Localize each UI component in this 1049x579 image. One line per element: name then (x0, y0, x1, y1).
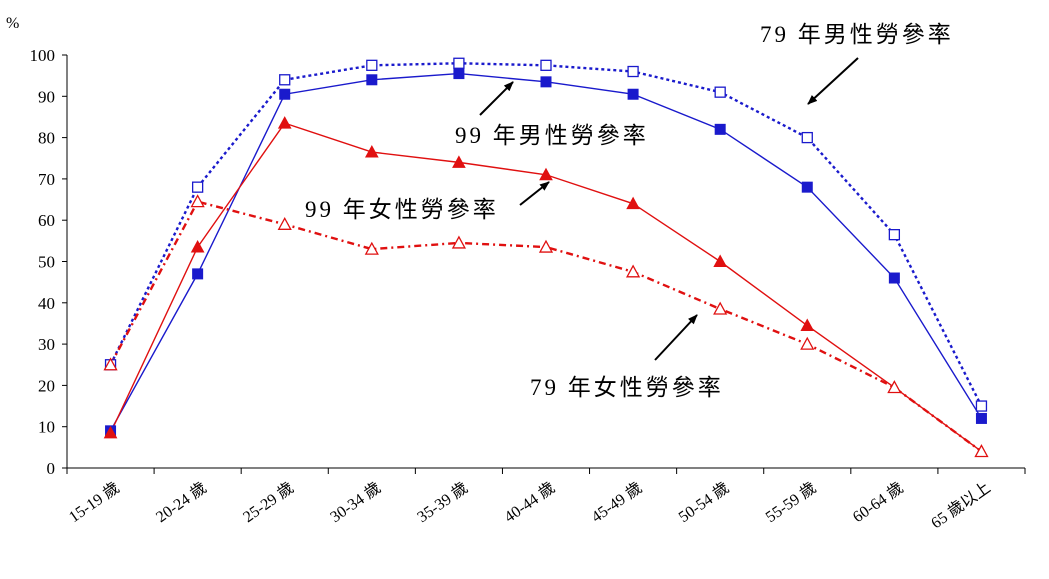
x-tick-label: 25-29 歲 (240, 479, 297, 527)
data-point (888, 229, 901, 241)
data-point (191, 181, 204, 193)
data-point (540, 59, 552, 71)
data-point (974, 444, 989, 458)
data-point (452, 155, 466, 168)
y-tick-label: 100 (30, 46, 56, 65)
x-tick-label: 35-39 歲 (414, 479, 471, 527)
data-point (714, 123, 726, 135)
x-tick-label: 55-59 歲 (762, 479, 819, 527)
y-tick-label: 90 (38, 87, 55, 106)
x-tick-labels: 15-19 歲 20-24 歲 25-29 歲 30-34 歲 35-39 歲 40-44… (66, 479, 994, 533)
y-tick-label: 10 (38, 418, 55, 437)
data-point (538, 239, 554, 253)
data-point (277, 216, 292, 230)
x-tick-label: 30-34 歲 (327, 479, 384, 527)
data-point (366, 59, 378, 71)
series-annotation-1: 99 年男性勞參率 (455, 123, 649, 148)
data-point (713, 301, 728, 315)
y-tick-label: 20 (38, 376, 55, 395)
data-point (453, 57, 465, 69)
y-unit-label: % (6, 15, 19, 32)
data-point (539, 167, 553, 181)
y-tick-label: 50 (38, 253, 55, 272)
data-point (713, 254, 728, 267)
data-point (801, 131, 813, 144)
data-point (975, 400, 988, 412)
annotation-arrow (654, 314, 698, 361)
data-point (800, 318, 815, 332)
data-point (451, 235, 467, 249)
series-annotation-3: 79 年女性勞參率 (530, 375, 724, 400)
series-line-3 (109, 200, 983, 453)
data-point (626, 196, 640, 210)
y-tick-label: 0 (47, 459, 56, 478)
annotation-arrow (519, 181, 550, 206)
data-point (277, 116, 292, 129)
y-tick-label: 30 (38, 335, 55, 354)
series-annotation-0: 79 年男性勞參率 (760, 22, 954, 47)
data-point (540, 76, 552, 88)
data-point (975, 412, 987, 424)
data-point (627, 88, 639, 100)
data-point (190, 240, 205, 253)
data-point (627, 65, 639, 78)
y-tick-labels: 0 10 20 30 40 50 60 70 80 90 100 (30, 46, 56, 478)
y-tick-label: 40 (38, 294, 55, 313)
x-tick-label: 60-64 歲 (849, 479, 906, 527)
x-tick-label: 20-24 歲 (153, 479, 210, 527)
y-tick-label: 60 (38, 211, 55, 230)
data-point (453, 68, 465, 80)
data-point (103, 425, 118, 439)
y-tick-label: 70 (38, 170, 55, 189)
series-annotation-2: 99 年女性勞參率 (305, 197, 499, 222)
data-point (625, 264, 641, 278)
data-point (364, 145, 379, 158)
series-line-0 (109, 62, 983, 407)
annotation-arrow (479, 81, 514, 116)
data-point (279, 74, 291, 86)
x-tick-label: 45-49 歲 (588, 479, 645, 527)
data-point (801, 181, 813, 193)
data-point (888, 272, 900, 284)
data-point (364, 241, 379, 255)
axes (62, 54, 1026, 474)
annotations: 79 年男性勞參率 99 年男性勞參率 99 年女性勞參率 79 年女性勞參率 (305, 22, 954, 400)
data-point (714, 86, 726, 98)
data-point (279, 88, 291, 100)
x-tick-label: 50-54 歲 (675, 479, 732, 527)
y-tick-label: 80 (38, 129, 55, 148)
data-point (190, 194, 205, 208)
data-point (366, 74, 378, 86)
series-markers (103, 57, 989, 458)
x-tick-label: 15-19 歲 (66, 479, 123, 527)
data-point (887, 380, 902, 394)
x-tick-label: 65 歲以上 (928, 479, 994, 533)
data-point (103, 357, 118, 371)
data-point (800, 336, 815, 350)
x-tick-label: 40-44 歲 (501, 479, 558, 527)
annotation-arrow (807, 57, 859, 105)
data-point (192, 268, 204, 280)
